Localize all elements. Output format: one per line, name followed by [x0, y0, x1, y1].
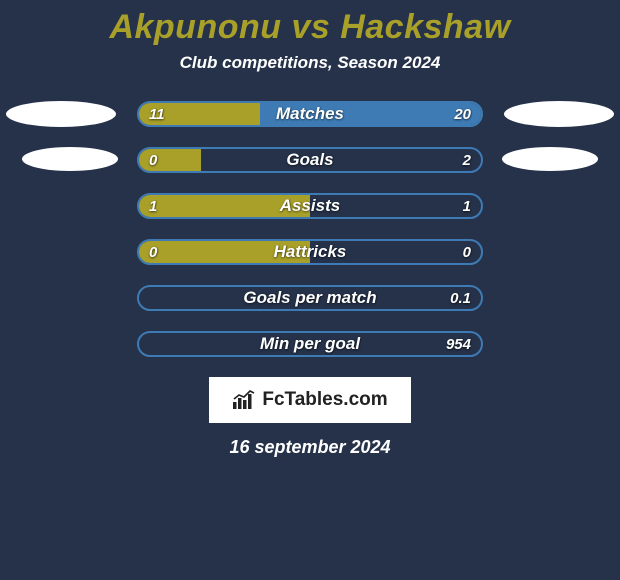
stat-row: Goals02: [137, 147, 483, 173]
stat-label: Min per goal: [139, 333, 481, 355]
stat-fill-left: [139, 195, 310, 217]
stat-value-right: 2: [463, 149, 471, 171]
player-ellipse: [22, 147, 118, 171]
comparison-infographic: Akpunonu vs Hackshaw Club competitions, …: [0, 0, 620, 580]
player-ellipse: [504, 101, 614, 127]
chart-icon: [232, 390, 256, 410]
stat-fill-left: [139, 103, 260, 125]
subtitle: Club competitions, Season 2024: [0, 53, 620, 73]
stat-row: Matches1120: [137, 101, 483, 127]
stats-container: Matches1120 Goals02 Assists11 Hattricks00 Go…: [0, 101, 620, 357]
stat-row: Assists11: [137, 193, 483, 219]
stat-row: Min per goal954: [137, 331, 483, 357]
stat-value-right: 0: [463, 241, 471, 263]
stat-fill-right: [260, 103, 481, 125]
stat-fill-left: [139, 241, 310, 263]
logo-text: FcTables.com: [262, 389, 387, 411]
stat-value-right: 954: [446, 333, 471, 355]
stat-value-right: 0.1: [450, 287, 471, 309]
player-ellipse: [502, 147, 598, 171]
player-ellipse: [6, 101, 116, 127]
stat-row: Goals per match0.1: [137, 285, 483, 311]
page-title: Akpunonu vs Hackshaw: [0, 8, 620, 47]
stat-fill-left: [139, 149, 201, 171]
date-line: 16 september 2024: [0, 437, 620, 458]
stat-label: Goals per match: [139, 287, 481, 309]
stat-row: Hattricks00: [137, 239, 483, 265]
logo-badge: FcTables.com: [209, 377, 411, 423]
stat-value-right: 1: [463, 195, 471, 217]
